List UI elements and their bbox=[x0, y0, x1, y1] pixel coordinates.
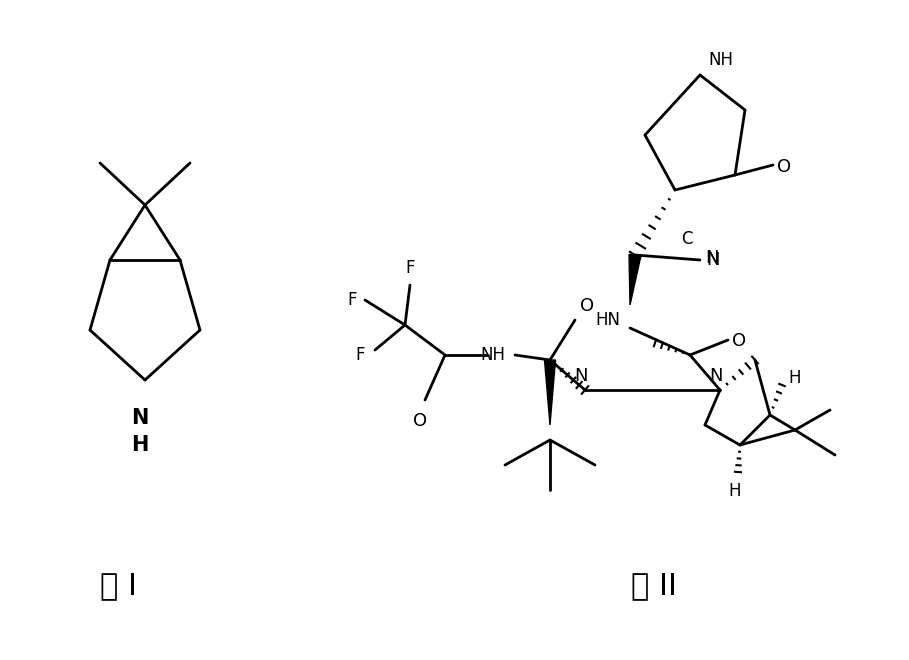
Text: N: N bbox=[131, 408, 149, 428]
Text: NH: NH bbox=[708, 51, 733, 69]
Polygon shape bbox=[544, 360, 555, 425]
Text: N: N bbox=[709, 367, 723, 385]
Text: H: H bbox=[131, 435, 149, 455]
Text: N: N bbox=[706, 251, 720, 269]
Text: O: O bbox=[580, 297, 594, 315]
Text: N: N bbox=[705, 249, 718, 267]
Text: N: N bbox=[574, 367, 588, 385]
Text: O: O bbox=[777, 158, 791, 176]
Text: O: O bbox=[413, 412, 427, 430]
Polygon shape bbox=[629, 254, 641, 305]
Text: HN: HN bbox=[595, 311, 620, 329]
Text: H: H bbox=[788, 369, 801, 387]
Text: C: C bbox=[681, 230, 693, 248]
Text: F: F bbox=[405, 259, 415, 277]
Text: 式 II: 式 II bbox=[632, 572, 677, 601]
Text: F: F bbox=[355, 346, 365, 364]
Text: H: H bbox=[729, 482, 741, 500]
Text: O: O bbox=[732, 332, 746, 350]
Text: F: F bbox=[347, 291, 357, 309]
Text: 式 I: 式 I bbox=[100, 572, 136, 601]
Text: NH: NH bbox=[480, 346, 505, 364]
